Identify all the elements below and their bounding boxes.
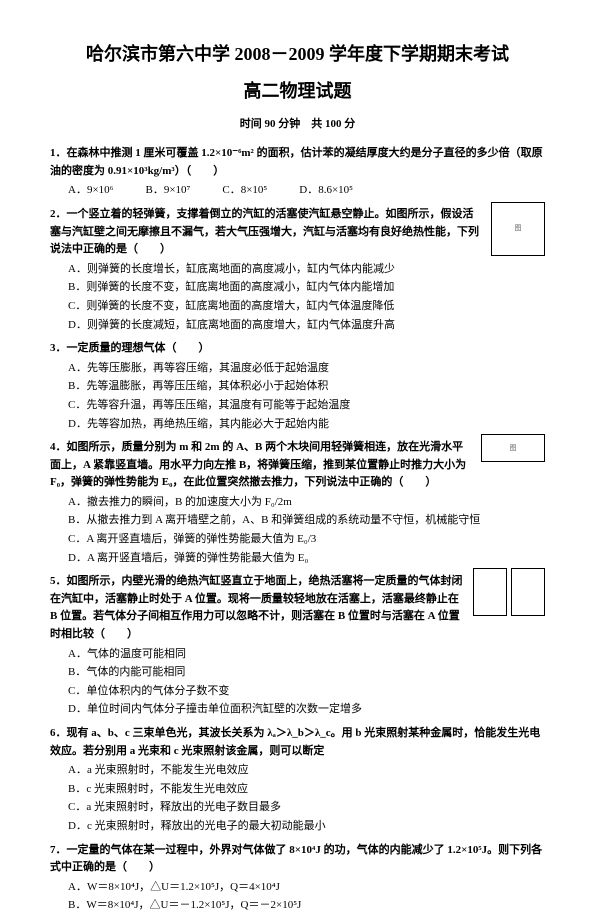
q4-option-a: A．撤去推力的瞬间，B 的加速度大小为 F₀/2m (68, 494, 545, 512)
q3-stem: 3．一定质量的理想气体（ ） (50, 340, 545, 358)
q5-figure-icon (473, 568, 545, 616)
q4-stem: 4．如图所示，质量分别为 m 和 2m 的 A、B 两个木块间用轻弹簧相连，放在… (50, 439, 545, 492)
q1-option-d: D．8.6×10⁵ (299, 182, 353, 200)
q6-option-c: C．a 光束照射时，释放出的光电子数目最多 (68, 799, 545, 817)
q1-option-b: B．9×10⁷ (145, 182, 190, 200)
q1-option-c: C．8×10⁵ (222, 182, 267, 200)
q6-option-b: B．c 光束照射时，不能发生光电效应 (68, 781, 545, 799)
exam-title-main: 哈尔滨市第六中学 2008－2009 学年度下学期期末考试 (50, 40, 545, 69)
q1-options: A．9×10⁶ B．9×10⁷ C．8×10⁵ D．8.6×10⁵ (68, 182, 545, 200)
q2-option-b: B．则弹簧的长度不变，缸底离地面的高度减小，缸内气体内能增加 (68, 279, 545, 297)
q6-option-a: A．a 光束照射时，不能发生光电效应 (68, 762, 545, 780)
q5-option-b: B．气体的内能可能相同 (68, 664, 545, 682)
exam-title-sub: 高二物理试题 (50, 77, 545, 106)
q4-figure-icon: 图 (481, 434, 545, 462)
q3-option-b: B．先等温膨胀，再等压压缩，其体积必小于起始体积 (68, 378, 545, 396)
q5-option-d: D．单位时间内气体分子撞击单位面积汽缸壁的次数一定增多 (68, 701, 545, 719)
q7-option-b: B．W＝8×10⁴J，△U＝－1.2×10⁵J，Q＝－2×10⁵J (68, 897, 545, 915)
q3-option-c: C．先等容升温，再等压压缩，其温度有可能等于起始温度 (68, 397, 545, 415)
q3-option-a: A．先等压膨胀，再等容压缩，其温度必低于起始温度 (68, 360, 545, 378)
exam-meta: 时间 90 分钟 共 100 分 (50, 116, 545, 134)
q2-stem: 2．一个竖立着的轻弹簧，支撑着倒立的汽缸的活塞使汽缸悬空静止。如图所示，假设活塞… (50, 206, 545, 259)
q2-figure-icon: 图 (491, 202, 545, 256)
q4-option-d: D．A 离开竖直墙后，弹簧的弹性势能最大值为 E₀ (68, 550, 545, 568)
q4-option-c: C．A 离开竖直墙后，弹簧的弹性势能最大值为 E₀/3 (68, 531, 545, 549)
q5-option-c: C．单位体积内的气体分子数不变 (68, 683, 545, 701)
q7-option-a: A．W＝8×10⁴J，△U＝1.2×10⁵J，Q＝4×10⁴J (68, 879, 545, 897)
q2-option-a: A．则弹簧的长度增长，缸底离地面的高度减小，缸内气体内能减少 (68, 261, 545, 279)
q1-option-a: A．9×10⁶ (68, 182, 113, 200)
q2-option-d: D．则弹簧的长度减短，缸底离地面的高度增大，缸内气体温度升高 (68, 317, 545, 335)
q2-option-c: C．则弹簧的长度不变，缸底离地面的高度增大，缸内气体温度降低 (68, 298, 545, 316)
q4-option-b: B．从撤去推力到 A 离开墙壁之前，A、B 和弹簧组成的系统动量不守恒，机械能守… (68, 512, 545, 530)
q1-stem: 1．在森林中推测 1 厘米可覆盖 1.2×10⁻⁶m² 的面积，估计苯的凝结厚度… (50, 145, 545, 180)
q5-stem: 5．如图所示，内壁光滑的绝热汽缸竖直立于地面上，绝热活塞将一定质量的气体封闭在汽… (50, 573, 545, 643)
q5-option-a: A．气体的温度可能相同 (68, 646, 545, 664)
q6-stem: 6．现有 a、b、c 三束单色光，其波长关系为 λₐ＞λ_b＞λ_c。用 b 光… (50, 725, 545, 760)
q7-stem: 7．一定量的气体在某一过程中，外界对气体做了 8×10⁴J 的功，气体的内能减少… (50, 842, 545, 877)
q6-option-d: D．c 光束照射时，释放出的光电子的最大初动能最小 (68, 818, 545, 836)
q3-option-d: D．先等容加热，再绝热压缩，其内能必大于起始内能 (68, 416, 545, 434)
